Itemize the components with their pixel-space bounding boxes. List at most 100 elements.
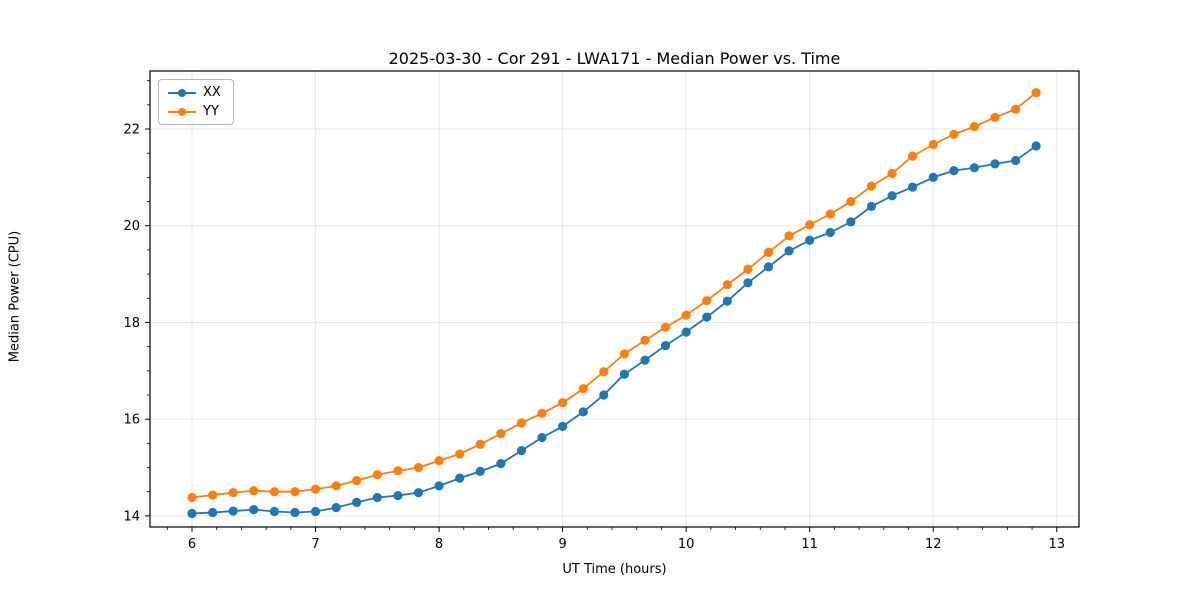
y-tick-label: 18 [123, 316, 140, 331]
chart-title: 2025-03-30 - Cor 291 - LWA171 - Median P… [388, 49, 841, 68]
data-point-yy [702, 296, 712, 306]
data-point-yy [455, 449, 465, 459]
x-tick-label: 10 [678, 537, 695, 552]
data-point-xx [722, 296, 732, 306]
data-point-xx [558, 421, 568, 432]
data-point-xx [1031, 141, 1041, 151]
data-point-xx [434, 481, 444, 491]
data-point-xx [455, 473, 465, 483]
data-point-xx [516, 446, 527, 456]
data-point-xx [702, 312, 712, 322]
data-point-yy [558, 398, 568, 408]
data-point-xx [228, 506, 238, 516]
data-point-xx [187, 508, 197, 519]
x-tick-label: 9 [558, 537, 566, 552]
data-point-yy [619, 349, 629, 359]
data-point-yy [331, 481, 341, 491]
data-point-xx [969, 163, 979, 173]
x-axis-label: UT Time (hours) [562, 562, 667, 577]
y-tick-label: 20 [123, 219, 140, 234]
data-point-yy [310, 484, 321, 494]
data-point-xx [208, 507, 218, 518]
data-point-xx [825, 227, 835, 238]
data-point-yy [434, 456, 444, 466]
data-point-yy [187, 492, 197, 503]
data-point-xx [619, 369, 629, 379]
data-point-xx [393, 490, 403, 501]
y-axis-label: Median Power (CPU) [7, 230, 23, 363]
data-point-xx [640, 355, 650, 365]
data-point-yy [290, 487, 300, 497]
data-point-xx [743, 278, 753, 288]
data-point-yy [537, 408, 547, 418]
plot-border [149, 70, 1080, 528]
series-xx-line [191, 145, 1037, 515]
data-point-xx [784, 246, 794, 256]
data-point-yy [722, 280, 732, 290]
y-tick-label: 14 [123, 509, 140, 524]
data-point-xx [681, 327, 691, 337]
data-point-xx [331, 503, 341, 513]
data-point-xx [310, 506, 321, 517]
data-point-yy [866, 181, 877, 191]
x-tick-label: 12 [925, 537, 942, 552]
data-point-yy [784, 231, 794, 241]
data-point-yy [928, 139, 938, 150]
data-point-xx [599, 390, 609, 400]
x-tick-label: 11 [801, 537, 818, 552]
legend-line-marker-icon [168, 107, 196, 117]
data-point-xx [269, 506, 279, 517]
data-point-yy [249, 486, 259, 496]
data-point-yy [208, 490, 218, 500]
data-point-yy [825, 209, 835, 219]
data-point-xx [537, 432, 547, 443]
data-point-xx [887, 191, 897, 201]
data-point-yy [908, 151, 918, 161]
legend: XX YY [158, 79, 234, 125]
legend-entry-xx: XX [168, 85, 221, 100]
data-point-xx [413, 488, 424, 498]
x-tick-label: 13 [1048, 537, 1065, 552]
data-point-xx [805, 235, 815, 245]
data-point-xx [908, 182, 918, 192]
x-tick-label: 8 [435, 537, 443, 552]
data-point-yy [393, 466, 403, 476]
legend-label: YY [203, 104, 219, 119]
data-point-yy [969, 122, 979, 132]
y-tick-label: 22 [123, 123, 140, 138]
data-point-yy [743, 264, 753, 274]
data-point-xx [290, 507, 300, 518]
data-point-yy [228, 488, 238, 498]
data-point-yy [660, 322, 671, 332]
data-point-xx [928, 172, 938, 182]
data-point-yy [578, 384, 588, 394]
data-point-yy [413, 462, 424, 473]
data-point-yy [496, 429, 506, 439]
data-point-xx [249, 504, 259, 515]
data-point-xx [496, 459, 506, 469]
data-point-xx [763, 262, 774, 272]
data-point-yy [475, 439, 485, 449]
data-point-yy [269, 487, 279, 497]
data-point-xx [866, 201, 877, 211]
data-point-yy [949, 129, 959, 139]
data-point-xx [352, 497, 362, 507]
data-point-xx [660, 341, 671, 351]
data-point-xx [1011, 155, 1021, 166]
data-point-xx [949, 166, 959, 176]
data-point-xx [372, 492, 382, 503]
data-point-yy [763, 247, 774, 257]
x-tick-label: 7 [311, 537, 319, 552]
data-point-yy [681, 310, 691, 320]
data-point-yy [599, 367, 609, 377]
data-point-yy [805, 220, 815, 230]
legend-line-marker-icon [168, 88, 196, 98]
data-point-xx [990, 159, 1000, 169]
legend-entry-yy: YY [168, 104, 221, 119]
data-point-yy [352, 475, 362, 486]
data-point-yy [1031, 88, 1041, 98]
data-point-xx [846, 217, 856, 227]
data-point-yy [640, 335, 650, 345]
data-point-yy [1011, 104, 1021, 114]
